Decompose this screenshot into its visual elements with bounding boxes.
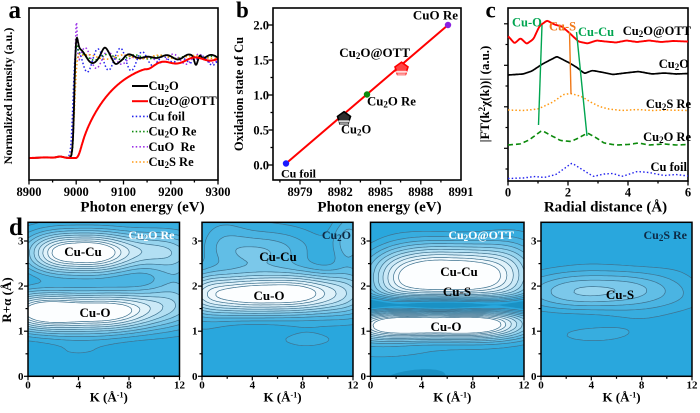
svg-text:Radial distance (Å): Radial distance (Å) [544,200,667,216]
svg-text:0: 0 [192,371,198,383]
svg-text:Normalized intensity (a.u.): Normalized intensity (a.u.) [1,28,15,165]
svg-text:1.5: 1.5 [253,53,269,67]
svg-text:9000: 9000 [64,185,89,199]
svg-text:Cu2O: Cu2O [149,79,179,94]
svg-text:b: b [236,0,249,23]
svg-text:Cu2S Re: Cu2S Re [646,97,692,112]
svg-text:2: 2 [361,281,367,293]
svg-text:4: 4 [250,380,256,392]
svg-text:8: 8 [470,380,476,392]
svg-text:8985: 8985 [368,185,393,199]
svg-text:Cu-Cu: Cu-Cu [64,244,102,259]
svg-text:Cu2O: Cu2O [341,123,371,138]
svg-text:CuO Re: CuO Re [413,8,458,23]
svg-text:3: 3 [531,236,537,248]
svg-text:3: 3 [18,236,24,248]
svg-text:Cu-Cu: Cu-Cu [259,249,297,264]
svg-text:2: 2 [18,281,24,293]
svg-text:0.5: 0.5 [253,123,269,137]
svg-text:Cu2S Re: Cu2S Re [149,155,195,170]
svg-text:Cu-S: Cu-S [549,20,576,34]
svg-text:4: 4 [76,380,82,392]
svg-text:Cu foil: Cu foil [149,109,186,123]
svg-text:0: 0 [18,371,24,383]
svg-text:Cu-O: Cu-O [512,16,542,30]
svg-text:Cu2O@OTT: Cu2O@OTT [149,94,218,109]
svg-text:Cu2O: Cu2O [322,228,351,243]
svg-text:2: 2 [565,186,571,200]
svg-text:Photon energy (eV): Photon energy (eV) [317,200,441,216]
svg-text:Cu foil: Cu foil [281,167,317,181]
svg-text:8: 8 [639,380,645,392]
svg-text:Cu2O@OTT: Cu2O@OTT [339,45,410,61]
svg-text:1: 1 [531,326,537,338]
svg-text:8991: 8991 [449,185,474,199]
svg-text:Cu-S: Cu-S [606,287,634,302]
svg-text:4: 4 [419,380,425,392]
svg-text:0: 0 [368,380,374,392]
svg-text:c: c [486,0,496,23]
svg-text:0: 0 [538,380,544,392]
svg-text:a: a [9,0,22,24]
svg-text:Cu2O: Cu2O [659,57,689,72]
svg-text:Cu-S: Cu-S [443,284,471,299]
svg-text:1: 1 [18,326,24,338]
svg-text:6: 6 [685,186,691,200]
svg-text:0: 0 [25,380,31,392]
svg-text:0: 0 [199,380,205,392]
svg-text:9200: 9200 [158,185,183,199]
svg-text:2.0: 2.0 [253,18,269,32]
svg-text:|FT(k2χ(k))| (a.u.): |FT(k2χ(k))| (a.u.) [477,46,492,143]
svg-text:3: 3 [361,236,367,248]
svg-text:4: 4 [625,186,632,200]
svg-text:12: 12 [519,380,531,392]
svg-text:Cu2O@OTT: Cu2O@OTT [448,228,514,243]
svg-text:12: 12 [687,380,699,392]
svg-text:Cu-Cu: Cu-Cu [578,25,614,39]
svg-text:1.0: 1.0 [253,88,269,102]
svg-text:1: 1 [192,326,198,338]
svg-text:8: 8 [300,380,306,392]
svg-text:Cu-Cu: Cu-Cu [440,264,478,279]
svg-text:0.0: 0.0 [253,158,269,172]
svg-text:Oxidation state of Cu: Oxidation state of Cu [232,37,246,151]
svg-text:12: 12 [174,380,186,392]
svg-text:8988: 8988 [408,185,433,199]
svg-text:R+α (Å): R+α (Å) [0,277,14,322]
svg-text:8900: 8900 [17,185,42,199]
svg-text:Cu2O@OTT: Cu2O@OTT [623,24,692,39]
svg-text:0: 0 [505,186,511,200]
svg-text:9300: 9300 [206,185,231,199]
svg-text:Cu2O Re: Cu2O Re [367,95,416,110]
svg-text:0: 0 [361,371,367,383]
svg-text:Cu2O Re: Cu2O Re [643,130,691,145]
svg-text:3: 3 [192,236,198,248]
svg-text:Cu-O: Cu-O [430,319,461,334]
svg-text:12: 12 [348,380,360,392]
svg-text:Cu foil: Cu foil [651,160,688,174]
svg-text:Cu2O Re: Cu2O Re [149,125,197,140]
svg-text:8979: 8979 [288,185,313,199]
svg-text:9100: 9100 [111,185,136,199]
svg-text:Cu-O: Cu-O [79,305,110,320]
svg-text:2: 2 [531,281,537,293]
svg-text:Cu2O Re: Cu2O Re [128,228,175,243]
svg-text:d: d [9,214,23,241]
svg-text:4: 4 [589,380,595,392]
svg-text:Cu-O: Cu-O [253,288,284,303]
svg-text:0: 0 [531,371,537,383]
svg-text:CuO Re: CuO Re [149,140,196,154]
svg-text:8: 8 [126,380,132,392]
svg-text:Photon energy (eV): Photon energy (eV) [80,200,204,216]
svg-text:8982: 8982 [328,185,353,199]
svg-text:Cu2S Re: Cu2S Re [643,228,687,243]
svg-text:2: 2 [192,281,198,293]
svg-text:1: 1 [361,326,367,338]
